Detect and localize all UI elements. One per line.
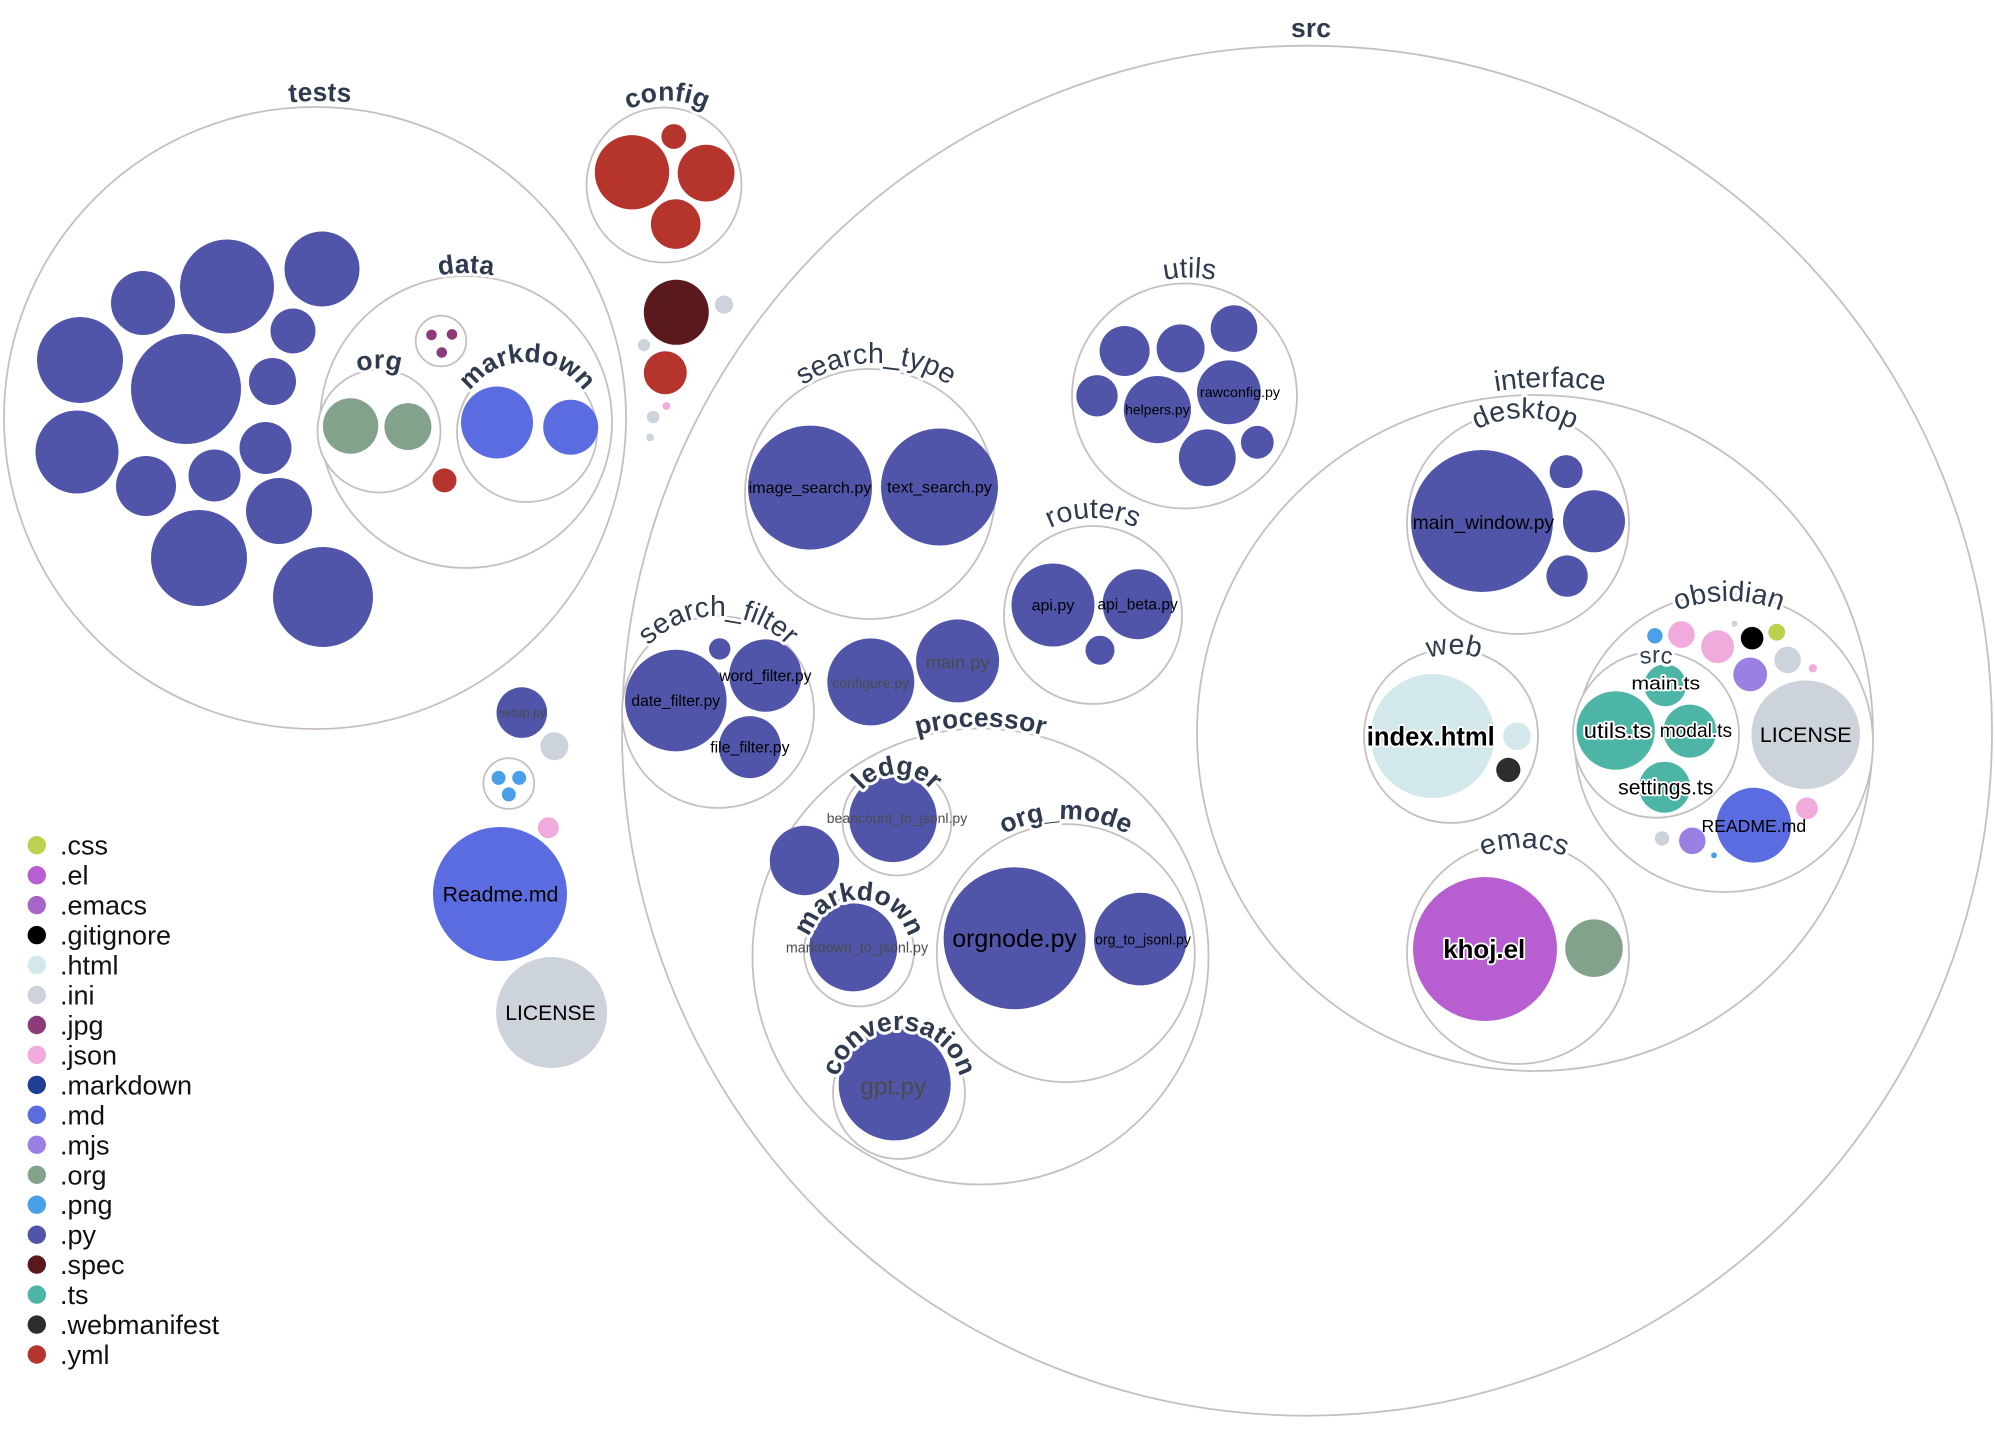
svg-text:utils: utils (1161, 252, 1219, 286)
svg-text:.png: .png (60, 1190, 113, 1220)
svg-text:orgnode.py: orgnode.py (952, 925, 1077, 953)
svg-text:README.md: README.md (1701, 816, 1806, 836)
svg-text:helpers.py: helpers.py (1125, 402, 1190, 418)
svg-text:.webmanifest: .webmanifest (60, 1310, 220, 1340)
svg-text:.ini: .ini (60, 981, 95, 1011)
svg-text:interface: interface (1492, 362, 1608, 398)
svg-text:.gitignore: .gitignore (60, 921, 171, 951)
svg-text:Readme.md: Readme.md (443, 883, 559, 906)
svg-text:.py: .py (60, 1220, 97, 1250)
svg-text:LICENSE: LICENSE (1760, 724, 1852, 747)
svg-text:src: src (1291, 13, 1332, 43)
svg-text:markdown_to_jsonl.py: markdown_to_jsonl.py (786, 940, 929, 956)
svg-text:text_search.py: text_search.py (887, 480, 992, 497)
svg-text:.yml: .yml (60, 1340, 110, 1370)
svg-text:rawconfig.py: rawconfig.py (1200, 384, 1280, 400)
svg-text:org: org (353, 345, 405, 378)
svg-text:modal.ts: modal.ts (1660, 721, 1732, 742)
svg-text:.spec: .spec (60, 1250, 125, 1280)
svg-text:.org: .org (60, 1160, 107, 1190)
svg-text:.jpg: .jpg (60, 1011, 104, 1041)
svg-text:setup.py: setup.py (499, 706, 547, 720)
svg-text:tests: tests (287, 77, 353, 108)
svg-text:web: web (1422, 629, 1485, 665)
svg-text:.emacs: .emacs (60, 891, 147, 921)
svg-text:.el: .el (60, 861, 89, 891)
svg-text:main_window.py: main_window.py (1413, 513, 1555, 534)
svg-text:.ts: .ts (60, 1280, 89, 1310)
svg-text:data: data (436, 249, 497, 281)
svg-text:main.ts: main.ts (1631, 673, 1700, 693)
svg-text:settings.ts: settings.ts (1618, 777, 1713, 800)
svg-text:api.py: api.py (1032, 598, 1075, 615)
svg-text:.css: .css (60, 831, 108, 861)
svg-text:.markdown: .markdown (60, 1070, 192, 1100)
svg-text:.json: .json (60, 1040, 117, 1070)
svg-text:image_search.py: image_search.py (749, 480, 872, 497)
svg-text:word_filter.py: word_filter.py (718, 668, 811, 685)
svg-text:configure.py: configure.py (832, 676, 910, 692)
svg-text:index.html: index.html (1367, 721, 1495, 751)
svg-text:org_to_jsonl.py: org_to_jsonl.py (1095, 932, 1191, 948)
svg-text:date_filter.py: date_filter.py (631, 693, 720, 710)
svg-text:LICENSE: LICENSE (505, 1002, 595, 1025)
svg-text:src: src (1638, 642, 1675, 669)
svg-text:.mjs: .mjs (60, 1130, 110, 1160)
svg-text:.html: .html (60, 951, 119, 981)
svg-text:file_filter.py: file_filter.py (710, 740, 790, 757)
svg-text:.md: .md (60, 1100, 105, 1130)
svg-text:gpt.py: gpt.py (860, 1073, 926, 1100)
svg-text:main.py: main.py (926, 651, 991, 672)
svg-text:api_beta.py: api_beta.py (1097, 597, 1178, 614)
svg-text:beancount_to_jsonl.py: beancount_to_jsonl.py (827, 810, 969, 826)
svg-text:utils.ts: utils.ts (1584, 720, 1652, 743)
svg-text:khoj.el: khoj.el (1443, 934, 1525, 964)
